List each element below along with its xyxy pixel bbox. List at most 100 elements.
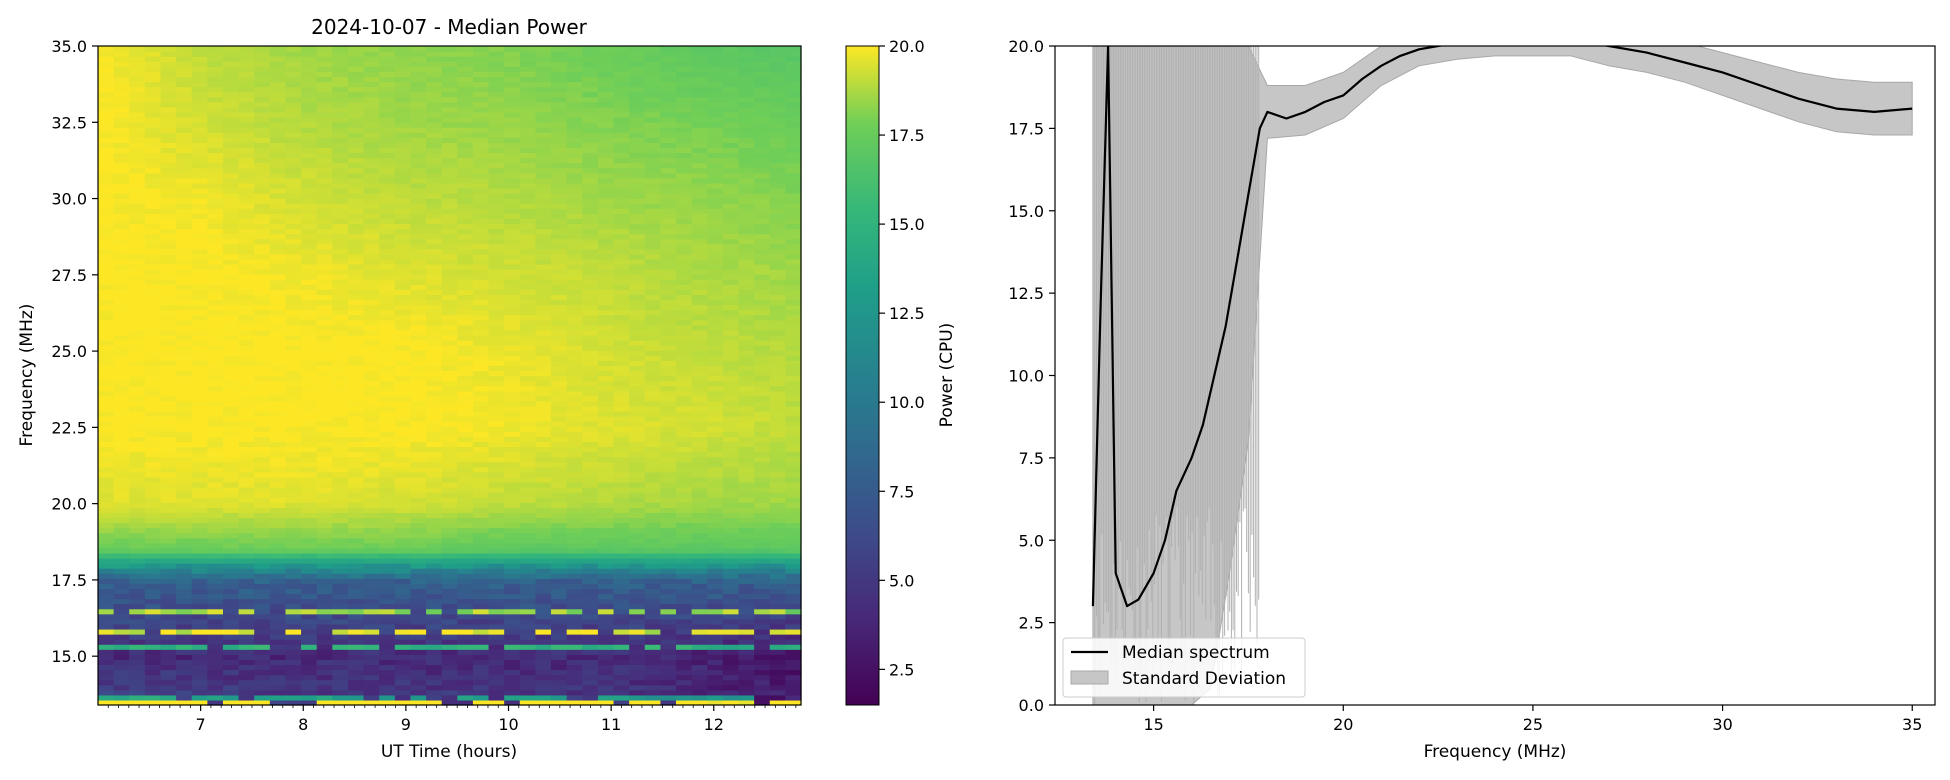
heatmap-cell bbox=[551, 223, 568, 230]
heatmap-cell bbox=[394, 502, 412, 508]
heatmap-cell bbox=[379, 639, 396, 645]
heatmap-cell bbox=[144, 360, 162, 366]
heatmap-cell bbox=[332, 279, 349, 285]
heatmap-cell bbox=[144, 689, 162, 696]
heatmap-cell bbox=[488, 137, 505, 143]
heatmap-cell bbox=[222, 578, 240, 584]
heatmap-cell bbox=[551, 659, 568, 666]
heatmap-cell bbox=[644, 583, 661, 590]
heatmap-cell bbox=[238, 669, 255, 676]
heatmap-cell bbox=[566, 456, 583, 463]
heatmap-cell bbox=[363, 238, 380, 245]
heatmap-cell bbox=[582, 81, 599, 88]
heatmap-cell bbox=[410, 679, 427, 686]
heatmap-cell bbox=[660, 639, 677, 645]
heatmap-cell bbox=[644, 694, 661, 701]
heatmap-cell bbox=[332, 684, 349, 691]
heatmap-cell bbox=[535, 471, 552, 478]
heatmap-cell bbox=[410, 324, 427, 331]
heatmap-cell bbox=[441, 350, 458, 356]
heatmap-cell bbox=[176, 466, 193, 473]
heatmap-cell bbox=[472, 507, 490, 513]
heatmap-cell bbox=[551, 294, 568, 301]
heatmap-cell bbox=[426, 456, 443, 463]
heatmap-cell bbox=[269, 416, 287, 422]
heatmap-cell bbox=[363, 644, 380, 650]
heatmap-cell bbox=[660, 532, 677, 539]
heatmap-cell bbox=[301, 507, 318, 513]
heatmap-cell bbox=[457, 370, 474, 377]
heatmap-cell bbox=[238, 299, 255, 306]
heatmap-cell bbox=[254, 263, 271, 270]
heatmap-cell bbox=[301, 360, 318, 366]
heatmap-cell bbox=[519, 405, 537, 412]
heatmap-cell bbox=[441, 218, 458, 225]
heatmap-cell bbox=[285, 182, 302, 189]
heatmap-cell bbox=[129, 664, 146, 671]
heatmap-cell bbox=[363, 253, 380, 260]
heatmap-cell bbox=[316, 345, 333, 351]
heatmap-cell bbox=[644, 563, 661, 569]
heatmap-cell bbox=[394, 639, 412, 645]
heatmap-cell bbox=[363, 294, 380, 301]
heatmap-cell bbox=[113, 258, 130, 265]
heatmap-cell bbox=[394, 400, 412, 407]
heatmap-cell bbox=[113, 116, 130, 123]
heatmap-cell bbox=[285, 507, 302, 513]
heatmap-cell bbox=[644, 634, 661, 640]
heatmap-cell bbox=[176, 319, 193, 326]
heatmap-cell bbox=[472, 46, 490, 52]
heatmap-cell bbox=[613, 289, 630, 295]
heatmap-cell bbox=[488, 263, 505, 270]
heatmap-cell bbox=[691, 487, 708, 493]
heatmap-cell bbox=[113, 492, 130, 498]
heatmap-cell bbox=[207, 142, 224, 148]
heatmap-cell bbox=[597, 522, 615, 529]
heatmap-cell bbox=[113, 182, 130, 189]
heatmap-cell bbox=[191, 689, 208, 696]
heatmap-cell bbox=[660, 476, 677, 483]
heatmap-cell bbox=[129, 385, 146, 392]
heatmap-cell bbox=[394, 451, 412, 458]
heatmap-cell bbox=[472, 218, 490, 225]
heatmap-cell bbox=[394, 370, 412, 377]
heatmap-cell bbox=[535, 426, 552, 432]
heatmap-cell bbox=[160, 172, 177, 179]
heatmap-cell bbox=[207, 623, 224, 630]
heatmap-cell bbox=[566, 694, 583, 701]
heatmap-cell bbox=[332, 405, 349, 412]
heatmap-cell bbox=[332, 233, 349, 240]
heatmap-cell bbox=[519, 583, 537, 590]
heatmap-cell bbox=[676, 654, 693, 660]
heatmap-cell bbox=[660, 309, 677, 316]
heatmap-cell bbox=[566, 654, 583, 660]
heatmap-cell bbox=[238, 81, 255, 88]
heatmap-cell bbox=[504, 446, 521, 453]
heatmap-cell bbox=[519, 203, 537, 209]
heatmap-cell bbox=[676, 334, 693, 341]
heatmap-cell bbox=[644, 304, 661, 311]
heatmap-cell bbox=[551, 618, 568, 625]
heatmap-cell bbox=[285, 203, 302, 209]
heatmap-cell bbox=[207, 248, 224, 255]
heatmap-cell bbox=[98, 208, 115, 214]
heatmap-cell bbox=[144, 253, 162, 260]
heatmap-cell bbox=[410, 274, 427, 280]
heatmap-cell bbox=[269, 157, 287, 164]
heatmap-cell bbox=[582, 674, 599, 681]
heatmap-cell bbox=[582, 172, 599, 179]
heatmap-cell bbox=[472, 243, 490, 250]
heatmap-cell bbox=[441, 466, 458, 473]
heatmap-cell bbox=[144, 304, 162, 311]
heatmap-cell bbox=[410, 405, 427, 412]
heatmap-cell bbox=[191, 639, 208, 645]
heatmap-cell bbox=[551, 639, 568, 645]
heatmap-cell bbox=[457, 497, 474, 503]
heatmap-cell bbox=[551, 248, 568, 255]
heatmap-cell bbox=[488, 223, 505, 230]
heatmap-cell bbox=[129, 644, 146, 650]
heatmap-cell bbox=[394, 66, 412, 72]
heatmap-cell bbox=[629, 405, 646, 412]
heatmap-cell bbox=[269, 243, 287, 250]
heatmap-cell bbox=[285, 66, 302, 72]
